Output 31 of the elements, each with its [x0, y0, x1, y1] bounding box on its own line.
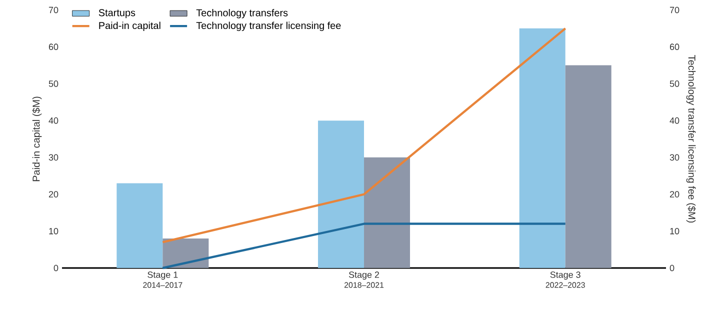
y2-tick-label: 70: [670, 6, 680, 14]
y2-axis-title: Technology transfer licensing fee ($M): [686, 55, 696, 223]
y-tick-label: 40: [48, 117, 58, 124]
y2-tick-label: 10: [670, 228, 680, 234]
legend-label: Technology transfer licensing fee: [196, 22, 341, 32]
x-tick-label: Stage 2: [348, 272, 379, 280]
y2-tick-label: 40: [670, 117, 680, 124]
bar: [318, 120, 364, 268]
x-tick-label: Stage 3: [550, 272, 580, 280]
bar: [364, 157, 410, 268]
y-tick-label: 70: [48, 6, 58, 14]
y-tick-label: 50: [48, 80, 58, 87]
y-tick-label: 30: [48, 154, 58, 161]
bar: [162, 238, 209, 268]
bar: [565, 65, 612, 268]
y2-tick-label: 60: [670, 44, 680, 50]
legend-label: Startups: [98, 9, 136, 18]
y2-tick-label: 0: [670, 264, 674, 272]
y-tick-label: 10: [49, 228, 58, 234]
y-tick-label: 0: [54, 264, 58, 272]
legend-label: Technology transfers: [196, 9, 288, 18]
bar: [519, 28, 566, 268]
bar: [116, 183, 163, 268]
y2-tick-label: 20: [670, 191, 680, 198]
y-axis-title: Paid-in capital ($M): [32, 96, 42, 182]
y2-tick-label: 50: [670, 80, 680, 87]
y2-tick-label: 30: [670, 154, 680, 161]
x-tick-label: Stage 1: [148, 272, 178, 280]
y-tick-label: 60: [48, 44, 58, 50]
legend-label: Paid-in capital: [99, 22, 160, 32]
y-tick-label: 20: [48, 191, 58, 198]
